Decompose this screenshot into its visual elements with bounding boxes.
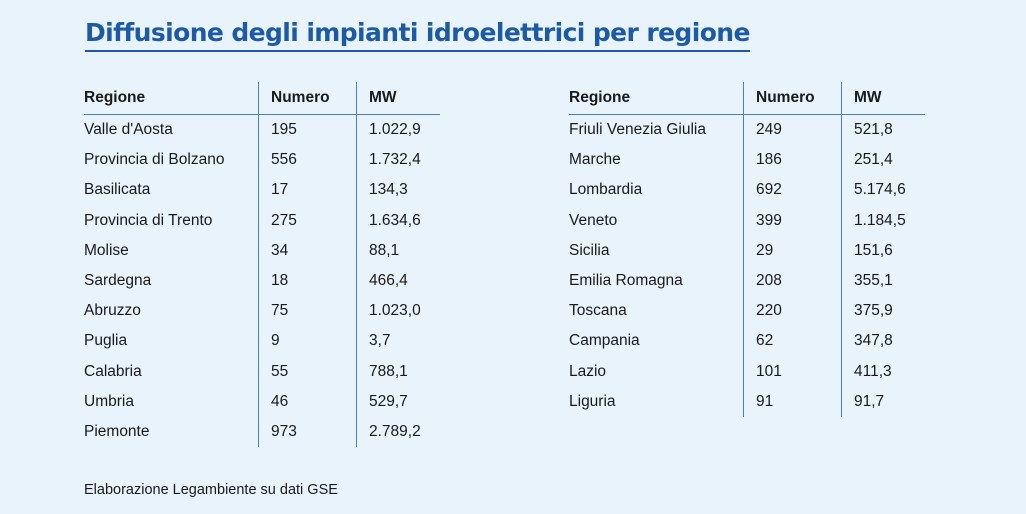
cell-number: 275: [258, 205, 356, 236]
cell-number: 101: [743, 356, 841, 387]
cell-region: Friuli Venezia Giulia: [569, 121, 706, 139]
table-row: Friuli Venezia Giulia 249 521,8: [569, 115, 925, 146]
cell-region: Toscana: [569, 302, 627, 320]
cell-mw: 411,3: [841, 356, 925, 387]
table-left: Regione Numero MW Valle d'Aosta 195 1.022,…: [84, 82, 440, 448]
cell-mw: 5.174,6: [841, 175, 925, 206]
cell-number: 973: [258, 416, 356, 448]
cell-mw: 2.789,2: [356, 416, 440, 448]
cell-mw: 529,7: [356, 386, 440, 417]
cell-number: 195: [258, 115, 356, 146]
header-number: Numero: [743, 82, 841, 114]
table-row: Campania 62 347,8: [569, 326, 925, 357]
cell-mw: 1.732,4: [356, 145, 440, 176]
cell-mw: 151,6: [841, 235, 925, 266]
cell-region: Marche: [569, 151, 621, 169]
cell-region: Sardegna: [84, 272, 152, 290]
cell-mw: 347,8: [841, 326, 925, 357]
cell-region: Calabria: [84, 362, 142, 380]
cell-number: 399: [743, 205, 841, 236]
table-header: Regione Numero MW: [569, 82, 925, 115]
cell-mw: 1.634,6: [356, 205, 440, 236]
cell-region: Liguria: [569, 392, 616, 410]
cell-number: 692: [743, 175, 841, 206]
cell-region: Piemonte: [84, 422, 150, 440]
cell-region: Abruzzo: [84, 302, 141, 320]
cell-number: 75: [258, 296, 356, 327]
cell-region: Provincia di Trento: [84, 211, 213, 229]
table-header: Regione Numero MW: [84, 82, 440, 115]
table-row: Molise 34 88,1: [84, 235, 440, 266]
cell-mw: 1.022,9: [356, 115, 440, 146]
cell-mw: 355,1: [841, 265, 925, 297]
cell-number: 18: [258, 265, 356, 297]
table-row: Abruzzo 75 1.023,0: [84, 296, 440, 327]
table-body: Valle d'Aosta 195 1.022,9 Provincia di Bolz…: [84, 115, 440, 448]
table-row: Umbria 46 529,7: [84, 386, 440, 417]
table-body: Friuli Venezia Giulia 249 521,8 Marche 186 25…: [569, 115, 925, 417]
cell-region: Veneto: [569, 211, 618, 229]
table-row: Provincia di Bolzano 556 1.732,4: [84, 145, 440, 176]
page-title: Diffusione degli impianti idroelettrici …: [85, 18, 750, 52]
cell-region: Sicilia: [569, 241, 610, 259]
cell-number: 34: [258, 235, 356, 266]
cell-mw: 1.184,5: [841, 205, 925, 236]
table-row: Toscana 220 375,9: [569, 296, 925, 327]
table-row: Veneto 399 1.184,5: [569, 205, 925, 236]
table-row: Marche 186 251,4: [569, 145, 925, 176]
cell-number: 17: [258, 175, 356, 206]
cell-region: Umbria: [84, 392, 134, 410]
table-right: Regione Numero MW Friuli Venezia Giulia 2…: [569, 82, 925, 417]
header-mw: MW: [356, 82, 440, 114]
table-row: Liguria 91 91,7: [569, 386, 925, 417]
cell-region: Lazio: [569, 362, 607, 380]
cell-number: 46: [258, 386, 356, 417]
cell-mw: 1.023,0: [356, 296, 440, 327]
table-row: Valle d'Aosta 195 1.022,9: [84, 115, 440, 146]
cell-mw: 521,8: [841, 115, 925, 146]
header-mw: MW: [841, 82, 925, 114]
cell-number: 29: [743, 235, 841, 266]
cell-number: 249: [743, 115, 841, 146]
cell-number: 91: [743, 386, 841, 417]
table-row: Basilicata 17 134,3: [84, 175, 440, 206]
cell-mw: 3,7: [356, 326, 440, 357]
cell-region: Provincia di Bolzano: [84, 151, 225, 169]
cell-number: 208: [743, 265, 841, 297]
source-note: Elaborazione Legambiente su dati GSE: [84, 482, 338, 498]
cell-number: 220: [743, 296, 841, 327]
table-row: Lazio 101 411,3: [569, 356, 925, 387]
cell-mw: 251,4: [841, 145, 925, 176]
cell-mw: 91,7: [841, 386, 925, 417]
header-region: Regione: [569, 89, 631, 106]
cell-mw: 134,3: [356, 175, 440, 206]
cell-mw: 88,1: [356, 235, 440, 266]
cell-mw: 788,1: [356, 356, 440, 387]
cell-number: 62: [743, 326, 841, 357]
table-row: Calabria 55 788,1: [84, 356, 440, 387]
table-row: Lombardia 692 5.174,6: [569, 175, 925, 206]
table-row: Provincia di Trento 275 1.634,6: [84, 205, 440, 236]
table-row: Emilia Romagna 208 355,1: [569, 265, 925, 297]
cell-number: 55: [258, 356, 356, 387]
cell-region: Puglia: [84, 332, 128, 350]
cell-region: Campania: [569, 332, 640, 350]
cell-number: 186: [743, 145, 841, 176]
cell-number: 556: [258, 145, 356, 176]
table-row: Sardegna 18 466,4: [84, 265, 440, 297]
table-row: Sicilia 29 151,6: [569, 235, 925, 266]
cell-region: Valle d'Aosta: [84, 121, 173, 139]
header-number: Numero: [258, 82, 356, 114]
cell-mw: 466,4: [356, 265, 440, 297]
table-row: Puglia 9 3,7: [84, 326, 440, 357]
cell-region: Basilicata: [84, 181, 151, 199]
header-region: Regione: [84, 89, 146, 106]
cell-number: 9: [258, 326, 356, 357]
cell-mw: 375,9: [841, 296, 925, 327]
table-row: Piemonte 973 2.789,2: [84, 416, 440, 448]
cell-region: Emilia Romagna: [569, 272, 683, 290]
cell-region: Molise: [84, 241, 129, 259]
cell-region: Lombardia: [569, 181, 643, 199]
